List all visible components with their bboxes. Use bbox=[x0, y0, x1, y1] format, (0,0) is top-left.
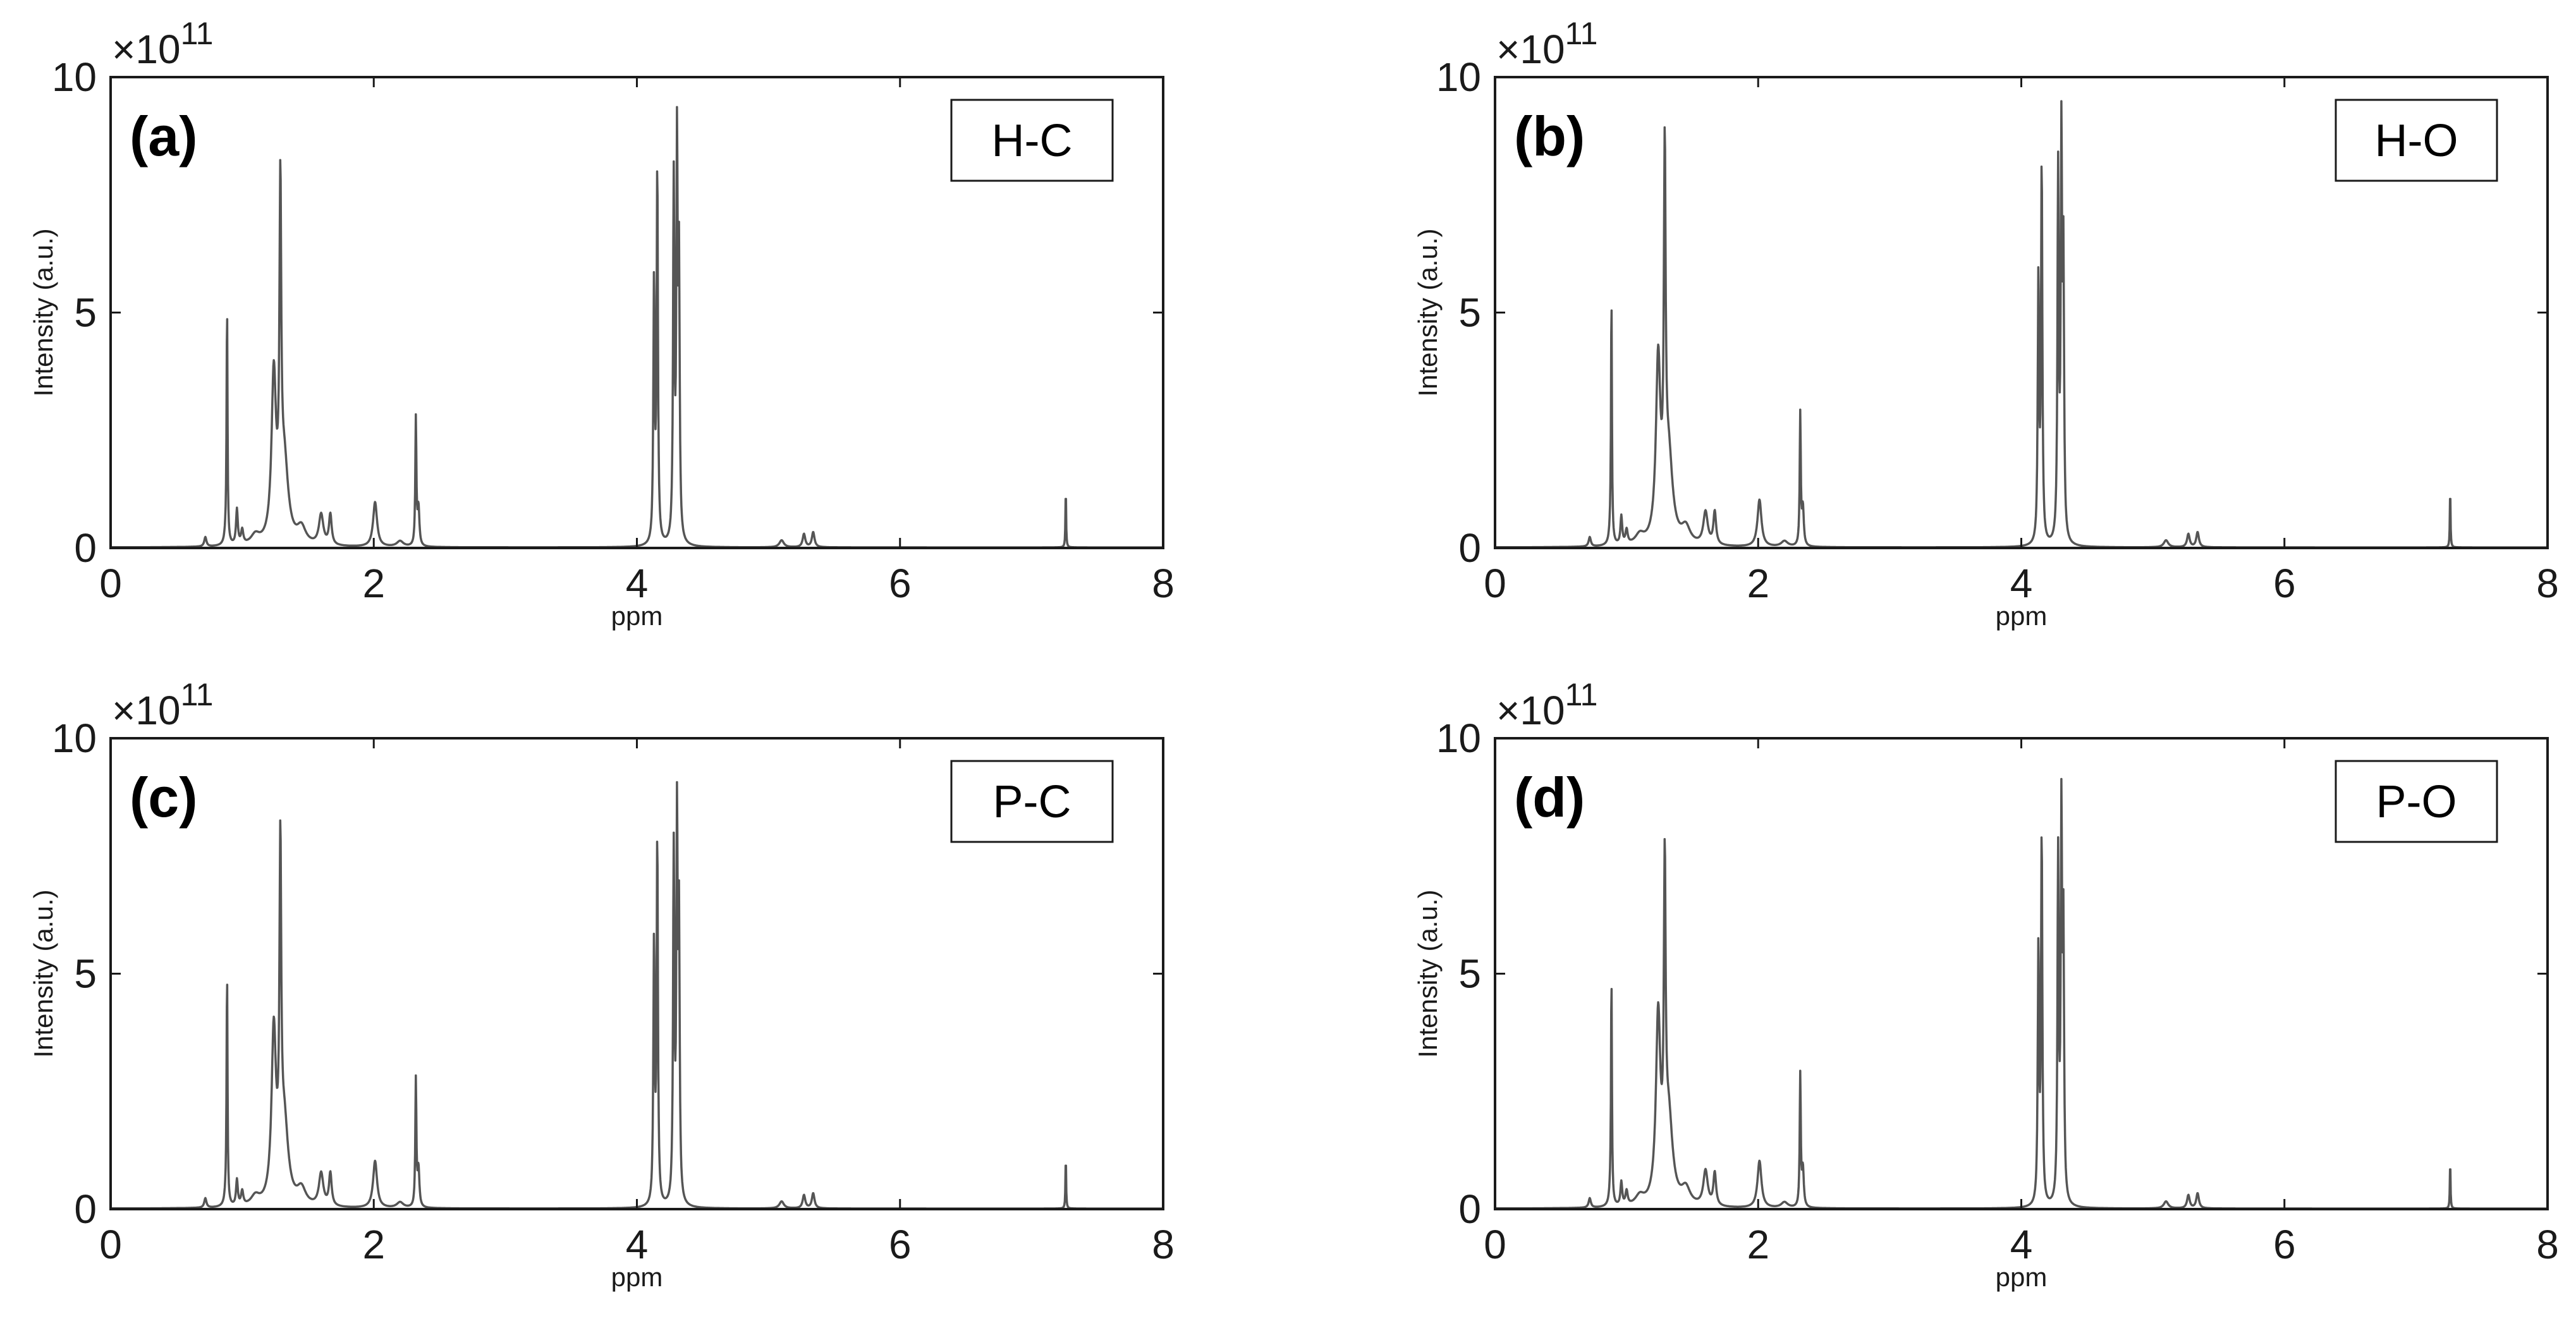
y-tick-label: 0 bbox=[1458, 525, 1481, 571]
chart-panel-2: 0 2 4 6 8 0 5 10 ×1011 ppm Intensity (a.u.) (c) P-C bbox=[28, 677, 1175, 1292]
y-axis-title: Intensity (a.u.) bbox=[28, 889, 58, 1057]
x-tick-label: 4 bbox=[2010, 1222, 2033, 1267]
x-tick-label: 6 bbox=[889, 561, 912, 606]
y-scale-exponent: 11 bbox=[181, 677, 214, 712]
spectrum-line bbox=[1494, 777, 2549, 1210]
x-tick-label: 4 bbox=[2010, 561, 2033, 606]
y-scale-factor: ×1011 bbox=[112, 677, 213, 733]
x-tick-label: 0 bbox=[1484, 1222, 1506, 1267]
x-tick-label: 6 bbox=[2273, 1222, 2296, 1267]
x-tick-label: 0 bbox=[99, 561, 122, 606]
x-axis-title: ppm bbox=[1996, 1262, 2048, 1292]
y-tick-label: 5 bbox=[1458, 290, 1481, 336]
y-scale-base: ×10 bbox=[112, 688, 181, 733]
x-tick-label: 0 bbox=[99, 1222, 122, 1267]
y-tick-label: 10 bbox=[1436, 715, 1481, 761]
y-tick-label: 5 bbox=[74, 290, 97, 336]
panel-label: (b) bbox=[1514, 105, 1585, 167]
x-tick-label: 8 bbox=[2536, 561, 2559, 606]
x-axis-title: ppm bbox=[611, 1262, 663, 1292]
y-scale-exponent: 11 bbox=[181, 16, 214, 51]
chart-panel-1: 0 2 4 6 8 0 5 10 ×1011 ppm Intensity (a.u.) (b) H-O bbox=[1413, 16, 2559, 631]
sample-tag-box bbox=[950, 760, 1114, 843]
x-tick-label: 2 bbox=[1747, 561, 1769, 606]
y-tick-label: 10 bbox=[1436, 54, 1481, 100]
y-tick-label: 0 bbox=[74, 525, 97, 571]
y-tick-label: 0 bbox=[1458, 1186, 1481, 1232]
y-axis-title: Intensity (a.u.) bbox=[28, 228, 58, 396]
sample-tag-label: P-O bbox=[2376, 777, 2457, 827]
y-tick-label: 10 bbox=[52, 715, 97, 761]
panel-label: (d) bbox=[1514, 766, 1585, 829]
x-tick-label: 4 bbox=[626, 561, 649, 606]
chart-panel-3: 0 2 4 6 8 0 5 10 ×1011 ppm Intensity (a.u.) (d) P-O bbox=[1413, 677, 2559, 1292]
sample-tag-box bbox=[2335, 760, 2498, 843]
sample-tag-box bbox=[950, 99, 1114, 182]
x-tick-label: 8 bbox=[1152, 1222, 1175, 1267]
x-tick-label: 6 bbox=[889, 1222, 912, 1267]
y-scale-factor: ×1011 bbox=[1496, 677, 1597, 733]
x-tick-label: 8 bbox=[2536, 1222, 2559, 1267]
x-tick-label: 6 bbox=[2273, 561, 2296, 606]
chart-panel-0: 0 2 4 6 8 0 5 10 ×1011 ppm Intensity (a.u.) (a) H-C bbox=[28, 16, 1175, 631]
x-tick-label: 8 bbox=[1152, 561, 1175, 606]
sample-tag-label: H-O bbox=[2375, 116, 2458, 166]
x-axis-title: ppm bbox=[1996, 601, 2048, 631]
y-tick-label: 5 bbox=[74, 951, 97, 997]
x-axis-title: ppm bbox=[611, 601, 663, 631]
x-tick-label: 0 bbox=[1484, 561, 1506, 606]
panel-label: (a) bbox=[130, 105, 198, 167]
y-scale-base: ×10 bbox=[1496, 27, 1565, 72]
y-tick-label: 10 bbox=[52, 54, 97, 100]
y-tick-label: 5 bbox=[1458, 951, 1481, 997]
sample-tag-box bbox=[2335, 99, 2498, 182]
y-scale-exponent: 11 bbox=[1565, 677, 1598, 712]
y-axis-title: Intensity (a.u.) bbox=[1413, 228, 1443, 396]
y-scale-factor: ×1011 bbox=[112, 16, 213, 72]
y-scale-exponent: 11 bbox=[1565, 16, 1598, 51]
panel-label: (c) bbox=[130, 766, 198, 829]
sample-tag-label: H-C bbox=[992, 116, 1073, 166]
sample-tag-label: P-C bbox=[993, 777, 1071, 827]
y-scale-base: ×10 bbox=[1496, 688, 1565, 733]
y-scale-base: ×10 bbox=[112, 27, 181, 72]
spectrum-line bbox=[109, 781, 1164, 1210]
x-tick-label: 4 bbox=[626, 1222, 649, 1267]
x-tick-label: 2 bbox=[362, 1222, 385, 1267]
y-axis-title: Intensity (a.u.) bbox=[1413, 889, 1443, 1057]
y-tick-label: 0 bbox=[74, 1186, 97, 1232]
x-tick-label: 2 bbox=[1747, 1222, 1769, 1267]
y-scale-factor: ×1011 bbox=[1496, 16, 1597, 72]
x-tick-label: 2 bbox=[362, 561, 385, 606]
